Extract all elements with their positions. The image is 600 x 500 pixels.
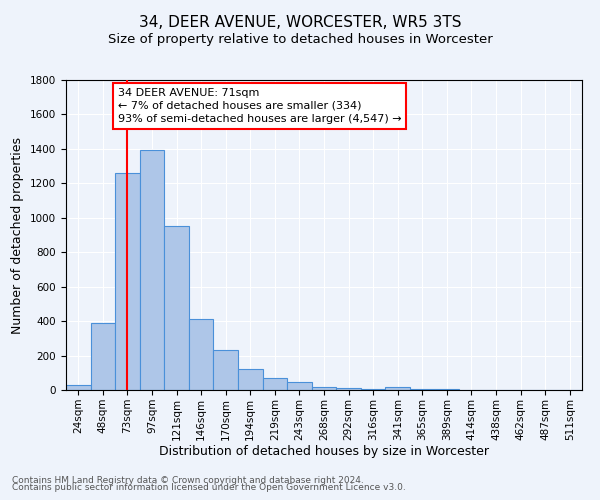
Bar (361, 388, 385, 390)
X-axis label: Distribution of detached houses by size in Worcester: Distribution of detached houses by size … (159, 446, 489, 458)
Y-axis label: Number of detached properties: Number of detached properties (11, 136, 25, 334)
Text: Size of property relative to detached houses in Worcester: Size of property relative to detached ho… (107, 32, 493, 46)
Bar (164, 226, 189, 390)
Text: 34, DEER AVENUE, WORCESTER, WR5 3TS: 34, DEER AVENUE, WORCESTER, WR5 3TS (139, 15, 461, 30)
Bar (66, 385, 91, 390)
Bar (385, 388, 410, 390)
Bar (140, 150, 164, 390)
Bar (91, 323, 115, 390)
Bar (115, 173, 140, 390)
Bar (287, 382, 312, 390)
Bar (336, 388, 361, 390)
Text: 34 DEER AVENUE: 71sqm
← 7% of detached houses are smaller (334)
93% of semi-deta: 34 DEER AVENUE: 71sqm ← 7% of detached h… (118, 88, 401, 124)
Bar (410, 389, 434, 390)
Text: Contains public sector information licensed under the Open Government Licence v3: Contains public sector information licen… (12, 484, 406, 492)
Bar (263, 378, 287, 390)
Bar (214, 350, 238, 390)
Text: Contains HM Land Registry data © Crown copyright and database right 2024.: Contains HM Land Registry data © Crown c… (12, 476, 364, 485)
Bar (312, 387, 336, 390)
Bar (238, 370, 263, 390)
Bar (189, 320, 214, 390)
